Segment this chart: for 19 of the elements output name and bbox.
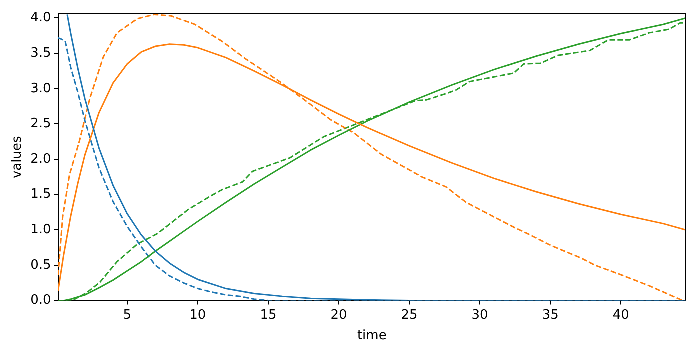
x-axis-title: time (357, 328, 387, 344)
y-axis-title: values (10, 136, 26, 179)
y-tick-label: 3.0 (30, 81, 52, 96)
y-tick-label: 0.0 (30, 293, 52, 308)
y-tick-label: 1.5 (30, 187, 52, 202)
x-tick-label: 20 (330, 308, 348, 323)
y-tick-label: 4.0 (30, 10, 52, 26)
x-tick-label: 25 (401, 308, 418, 323)
x-tick-label: 30 (472, 308, 488, 323)
y-tick-label: 0.5 (30, 258, 52, 273)
y-tick-label: 2.0 (30, 152, 52, 167)
y-tick-label: 1.0 (30, 222, 52, 238)
y-tick-label: 3.5 (30, 46, 52, 61)
x-tick-label: 35 (542, 308, 559, 323)
x-tick-label: 10 (190, 308, 206, 323)
x-tick-label: 40 (612, 308, 630, 323)
y-tick-label: 2.5 (30, 116, 52, 132)
x-tick-label: 5 (123, 308, 132, 323)
x-tick-label: 15 (260, 308, 277, 323)
